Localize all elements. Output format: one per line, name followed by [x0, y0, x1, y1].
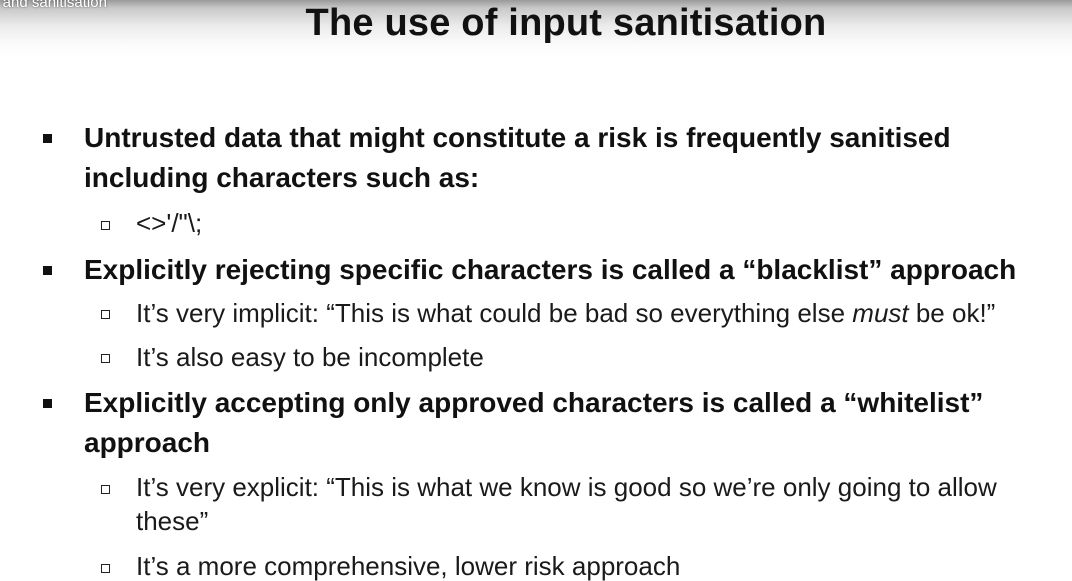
sub-bullet-2-1-marker — [101, 310, 110, 319]
bullet-3-line-1: Explicitly accepting only approved chara… — [84, 387, 984, 418]
bullet-3-marker — [43, 399, 52, 408]
bullet-2-line-1: Explicitly rejecting specific characters… — [84, 254, 1017, 285]
video-top-bar — [0, 0, 1072, 58]
sub-bullet-3-2-text: It’s a more comprehensive, lower risk ap… — [136, 551, 681, 581]
sub-bullet-3-1-line-1: It’s very explicit: “This is what we kno… — [136, 472, 997, 502]
bullet-2-marker — [43, 266, 52, 275]
sub-bullet-2-1-before: It’s very implicit: “This is what could … — [136, 298, 853, 328]
sub-bullet-3-1-marker — [101, 485, 110, 494]
sub-bullet-2-2-marker — [101, 354, 110, 363]
sub-bullet-1-1-marker — [101, 221, 110, 230]
slide-title: The use of input sanitisation — [305, 2, 827, 44]
bullet-1-line-1: Untrusted data that might constitute a r… — [84, 122, 951, 153]
sub-bullet-2-1-emphasis: must — [852, 298, 909, 328]
sub-bullet-2-2-text: It’s also easy to be incomplete — [136, 342, 484, 372]
video-title: ta and sanitisation — [0, 0, 107, 11]
sub-bullet-1-1-text: <>'/"\; — [136, 208, 203, 238]
bullet-1-marker — [43, 134, 52, 143]
sub-bullet-3-1-line-2: these” — [136, 506, 209, 536]
sub-bullet-2-1-text: It’s very implicit: “This is what could … — [136, 295, 995, 331]
bullet-1-line-2: including characters such as: — [84, 162, 480, 193]
bullet-3-line-2: approach — [84, 427, 211, 458]
sub-bullet-2-1-after: be ok!” — [908, 298, 996, 328]
sub-bullet-3-2-marker — [101, 564, 110, 573]
